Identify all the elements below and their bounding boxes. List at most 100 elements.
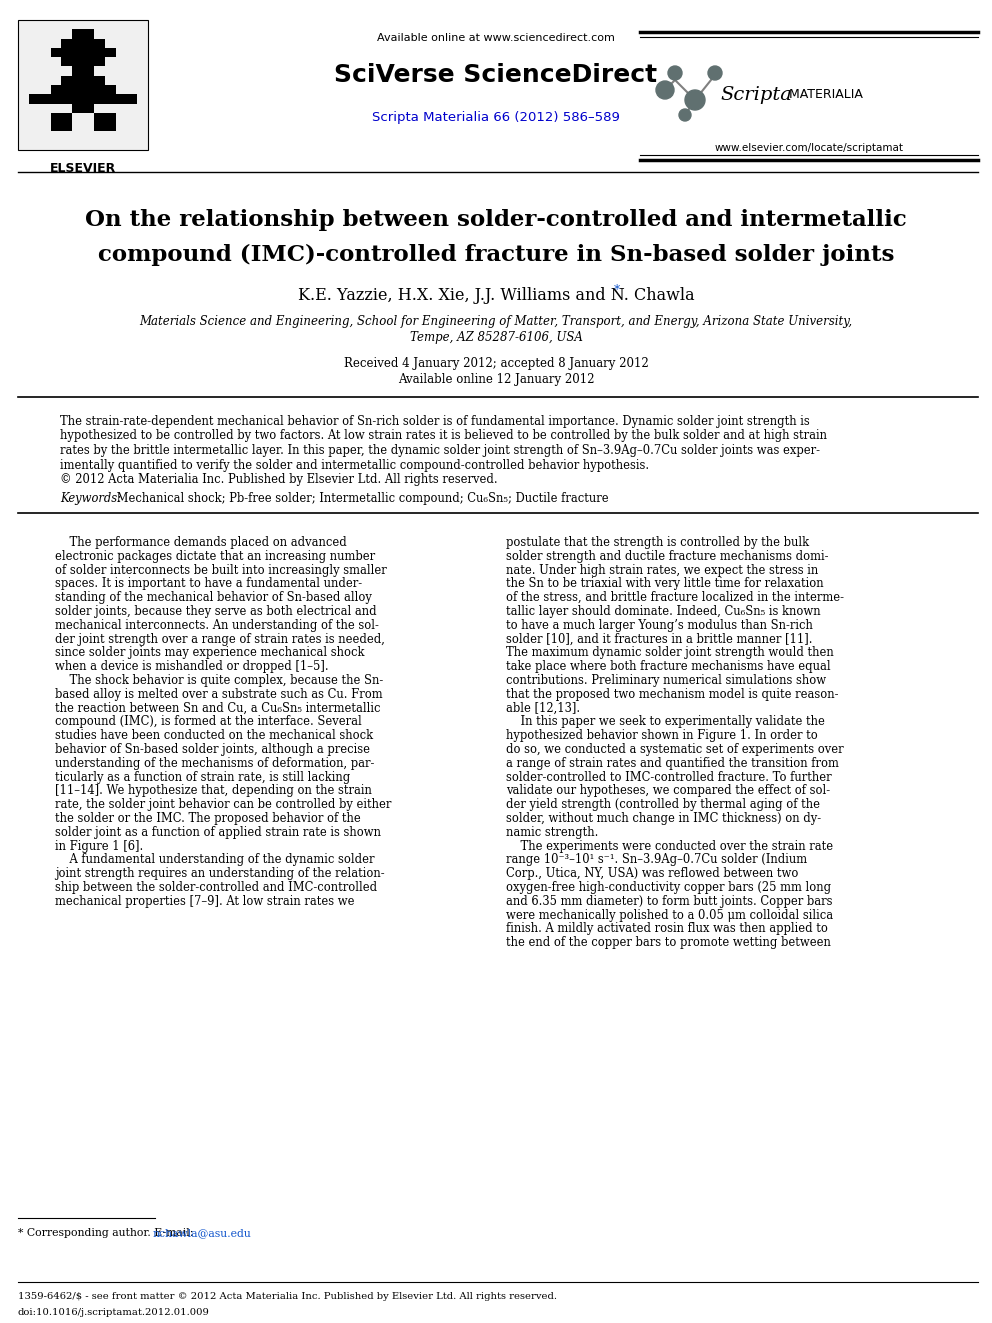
Bar	[72, 38, 83, 48]
Text: compound (IMC), is formed at the interface. Several: compound (IMC), is formed at the interfa…	[55, 716, 362, 729]
Text: the end of the copper bars to promote wetting between: the end of the copper bars to promote we…	[506, 937, 831, 949]
Bar	[62, 75, 72, 85]
Bar	[83, 85, 94, 94]
Text: rate, the solder joint behavior can be controlled by either: rate, the solder joint behavior can be c…	[55, 798, 392, 811]
Bar	[62, 112, 72, 122]
Text: rates by the brittle intermetallic layer. In this paper, the dynamic solder join: rates by the brittle intermetallic layer…	[60, 445, 820, 456]
Bar	[105, 122, 115, 131]
Text: der joint strength over a range of strain rates is needed,: der joint strength over a range of strai…	[55, 632, 385, 646]
Bar	[83, 103, 94, 112]
Bar	[51, 122, 62, 131]
Text: SciVerse ScienceDirect: SciVerse ScienceDirect	[334, 64, 658, 87]
Text: a range of strain rates and quantified the transition from: a range of strain rates and quantified t…	[506, 757, 839, 770]
Bar	[62, 94, 72, 103]
Text: when a device is mishandled or dropped [1–5].: when a device is mishandled or dropped […	[55, 660, 328, 673]
Bar	[72, 48, 83, 57]
Circle shape	[685, 90, 705, 110]
Bar	[72, 57, 83, 66]
Bar	[72, 103, 83, 112]
Text: Tempe, AZ 85287-6106, USA: Tempe, AZ 85287-6106, USA	[410, 332, 582, 344]
Text: Materials Science and Engineering, School for Engineering of Matter, Transport, : Materials Science and Engineering, Schoo…	[140, 315, 852, 328]
Bar	[105, 48, 115, 57]
Text: K.E. Yazzie, H.X. Xie, J.J. Williams and N. Chawla: K.E. Yazzie, H.X. Xie, J.J. Williams and…	[298, 287, 694, 303]
Text: The shock behavior is quite complex, because the Sn-: The shock behavior is quite complex, bec…	[55, 673, 383, 687]
Bar	[51, 85, 62, 94]
Text: behavior of Sn-based solder joints, although a precise: behavior of Sn-based solder joints, alth…	[55, 744, 370, 755]
Text: nchawla@asu.edu: nchawla@asu.edu	[153, 1228, 252, 1238]
Bar	[72, 85, 83, 94]
Bar	[83, 75, 94, 85]
Bar	[51, 48, 62, 57]
Text: The performance demands placed on advanced: The performance demands placed on advanc…	[55, 536, 347, 549]
Text: * Corresponding author. E-mail:: * Corresponding author. E-mail:	[18, 1228, 196, 1238]
Text: namic strength.: namic strength.	[506, 826, 598, 839]
Text: A fundamental understanding of the dynamic solder: A fundamental understanding of the dynam…	[55, 853, 375, 867]
Bar	[72, 66, 83, 75]
Text: Available online 12 January 2012: Available online 12 January 2012	[398, 373, 594, 385]
Text: that the proposed two mechanism model is quite reason-: that the proposed two mechanism model is…	[506, 688, 838, 701]
Text: Available online at www.sciencedirect.com: Available online at www.sciencedirect.co…	[377, 33, 615, 44]
Bar	[40, 94, 51, 103]
Text: standing of the mechanical behavior of Sn-based alloy: standing of the mechanical behavior of S…	[55, 591, 372, 605]
Bar	[105, 85, 115, 94]
Text: the Sn to be triaxial with very little time for relaxation: the Sn to be triaxial with very little t…	[506, 577, 823, 590]
Text: Corp., Utica, NY, USA) was reflowed between two: Corp., Utica, NY, USA) was reflowed betw…	[506, 867, 799, 880]
Text: able [12,13].: able [12,13].	[506, 701, 580, 714]
Text: finish. A mildly activated rosin flux was then applied to: finish. A mildly activated rosin flux wa…	[506, 922, 828, 935]
Text: hypothesized behavior shown in Figure 1. In order to: hypothesized behavior shown in Figure 1.…	[506, 729, 817, 742]
Bar	[83, 38, 94, 48]
Text: ELSEVIER: ELSEVIER	[50, 161, 116, 175]
Text: Scripta: Scripta	[720, 86, 792, 105]
Text: doi:10.1016/j.scriptamat.2012.01.009: doi:10.1016/j.scriptamat.2012.01.009	[18, 1308, 210, 1316]
Text: and 6.35 mm diameter) to form butt joints. Copper bars: and 6.35 mm diameter) to form butt joint…	[506, 894, 832, 908]
Bar	[51, 94, 62, 103]
Text: spaces. It is important to have a fundamental under-: spaces. It is important to have a fundam…	[55, 577, 362, 590]
Text: contributions. Preliminary numerical simulations show: contributions. Preliminary numerical sim…	[506, 673, 826, 687]
Bar	[94, 38, 105, 48]
Circle shape	[656, 81, 674, 99]
Text: in Figure 1 [6].: in Figure 1 [6].	[55, 840, 143, 852]
Bar	[94, 48, 105, 57]
Bar	[115, 94, 126, 103]
Bar	[83, 66, 94, 75]
Text: range 10⁻³–10¹ s⁻¹. Sn–3.9Ag–0.7Cu solder (Indium: range 10⁻³–10¹ s⁻¹. Sn–3.9Ag–0.7Cu solde…	[506, 853, 807, 867]
Bar	[94, 94, 105, 103]
Bar	[62, 57, 72, 66]
Text: solder strength and ductile fracture mechanisms domi-: solder strength and ductile fracture mec…	[506, 550, 828, 562]
Text: oxygen-free high-conductivity copper bars (25 mm long: oxygen-free high-conductivity copper bar…	[506, 881, 831, 894]
Text: imentally quantified to verify the solder and intermetallic compound-controlled : imentally quantified to verify the solde…	[60, 459, 649, 471]
Text: Scripta Materialia 66 (2012) 586–589: Scripta Materialia 66 (2012) 586–589	[372, 111, 620, 124]
Circle shape	[668, 66, 682, 79]
Text: the reaction between Sn and Cu, a Cu₆Sn₅ intermetallic: the reaction between Sn and Cu, a Cu₆Sn₅…	[55, 701, 381, 714]
Bar	[72, 94, 83, 103]
Text: ticularly as a function of strain rate, is still lacking: ticularly as a function of strain rate, …	[55, 770, 350, 783]
Text: www.elsevier.com/locate/scriptamat: www.elsevier.com/locate/scriptamat	[714, 143, 904, 153]
Text: In this paper we seek to experimentally validate the: In this paper we seek to experimentally …	[506, 716, 825, 729]
Bar	[62, 122, 72, 131]
Bar	[29, 94, 40, 103]
Text: compound (IMC)-controlled fracture in Sn-based solder joints: compound (IMC)-controlled fracture in Sn…	[98, 243, 894, 266]
Text: Received 4 January 2012; accepted 8 January 2012: Received 4 January 2012; accepted 8 Janu…	[343, 356, 649, 369]
Text: mechanical properties [7–9]. At low strain rates we: mechanical properties [7–9]. At low stra…	[55, 894, 354, 908]
Text: based alloy is melted over a substrate such as Cu. From: based alloy is melted over a substrate s…	[55, 688, 383, 701]
Text: take place where both fracture mechanisms have equal: take place where both fracture mechanism…	[506, 660, 830, 673]
Circle shape	[708, 66, 722, 79]
Text: postulate that the strength is controlled by the bulk: postulate that the strength is controlle…	[506, 536, 809, 549]
Bar	[94, 75, 105, 85]
Bar	[18, 20, 148, 149]
Text: On the relationship between solder-controlled and intermetallic: On the relationship between solder-contr…	[85, 209, 907, 232]
Text: Mechanical shock; Pb-free solder; Intermetallic compound; Cu₆Sn₅; Ductile fractu: Mechanical shock; Pb-free solder; Interm…	[113, 492, 609, 505]
Text: *: *	[614, 284, 620, 298]
Text: joint strength requires an understanding of the relation-: joint strength requires an understanding…	[55, 867, 385, 880]
Text: do so, we conducted a systematic set of experiments over: do so, we conducted a systematic set of …	[506, 744, 843, 755]
Text: solder joint as a function of applied strain rate is shown: solder joint as a function of applied st…	[55, 826, 381, 839]
Text: 1359-6462/$ - see front matter © 2012 Acta Materialia Inc. Published by Elsevier: 1359-6462/$ - see front matter © 2012 Ac…	[18, 1293, 557, 1301]
Text: The maximum dynamic solder joint strength would then: The maximum dynamic solder joint strengt…	[506, 647, 833, 659]
Text: validate our hypotheses, we compared the effect of sol-: validate our hypotheses, we compared the…	[506, 785, 830, 798]
Text: [11–14]. We hypothesize that, depending on the strain: [11–14]. We hypothesize that, depending …	[55, 785, 372, 798]
Text: MATERIALIA: MATERIALIA	[785, 89, 863, 102]
Bar	[62, 48, 72, 57]
Bar	[94, 122, 105, 131]
Text: of the stress, and brittle fracture localized in the interme-: of the stress, and brittle fracture loca…	[506, 591, 844, 605]
Bar	[105, 112, 115, 122]
